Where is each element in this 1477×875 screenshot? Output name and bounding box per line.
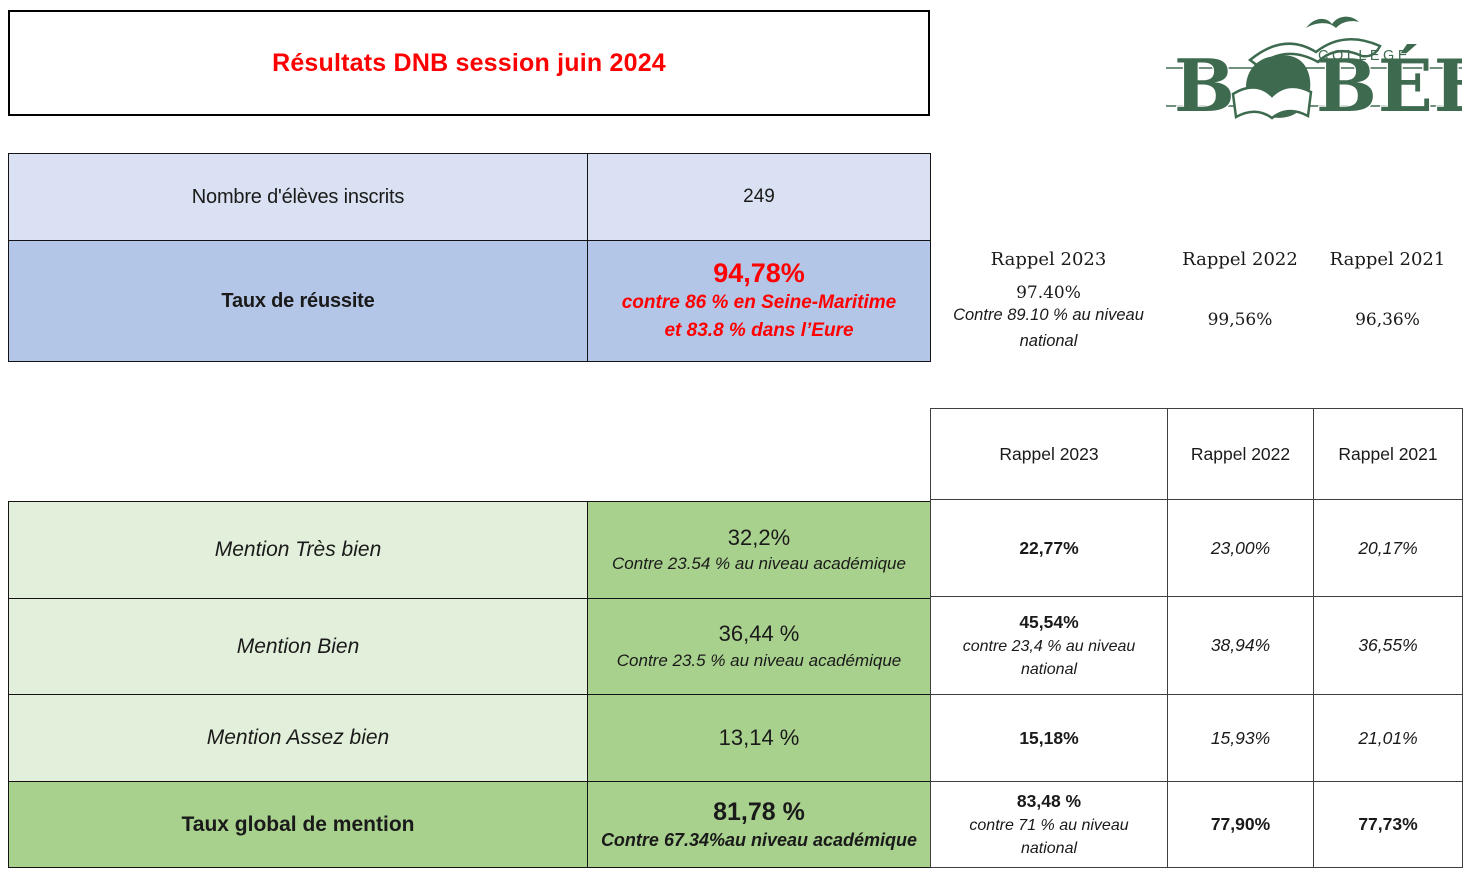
taux-global-recall-row: 83,48 % contre 71 % au niveau national 7… xyxy=(930,781,1463,868)
tres-bien-recall-row: 22,77% 23,00% 20,17% xyxy=(930,499,1463,597)
mention-assez-bien-value-cell: 13,14 % xyxy=(587,694,931,782)
bien-2023: 45,54% xyxy=(1019,612,1079,633)
taux-global-row: Taux global de mention 81,78 % Contre 67… xyxy=(8,781,931,868)
recall-table-header-2023: Rappel 2023 xyxy=(930,408,1168,500)
assez-bien-2021: 21,01% xyxy=(1313,694,1463,782)
enrolled-row: Nombre d'élèves inscrits 249 xyxy=(8,153,931,241)
bien-2022: 38,94% xyxy=(1167,596,1314,695)
mention-bien-row: Mention Bien 36,44 % Contre 23.5 % au ni… xyxy=(8,598,931,695)
assez-bien-2023: 15,18% xyxy=(930,694,1168,782)
recall-2023-note: Contre 89.10 % au niveau national xyxy=(953,306,1144,350)
taux-global-value: 81,78 % xyxy=(713,797,805,826)
logo-bird-icon xyxy=(1306,16,1359,28)
bien-2023-cell: 45,54% contre 23,4 % au niveau national xyxy=(930,596,1168,695)
mention-tres-bien-row: Mention Très bien 32,2% Contre 23.54 % a… xyxy=(8,501,931,599)
enrolled-value: 249 xyxy=(587,153,931,241)
taux-global-2023-note: contre 71 % au niveau national xyxy=(969,816,1129,857)
recall-table-header-2021: Rappel 2021 xyxy=(1313,408,1463,500)
taux-global-value-cell: 81,78 % Contre 67.34%au niveau académiqu… xyxy=(587,781,931,868)
taux-global-2023: 83,48 % xyxy=(1016,791,1082,812)
mentions-table: Mention Très bien 32,2% Contre 23.54 % a… xyxy=(8,501,931,868)
summary-table: Nombre d'élèves inscrits 249 Taux de réu… xyxy=(8,153,931,362)
recall-2022-value: 99,56% xyxy=(1207,310,1273,330)
enrolled-label: Nombre d'élèves inscrits xyxy=(8,153,588,241)
bien-2023-note: contre 23,4 % au niveau national xyxy=(962,637,1136,678)
recall-2023-value: 97.40% xyxy=(1016,283,1081,303)
mention-tres-bien-label: Mention Très bien xyxy=(8,501,588,599)
mention-assez-bien-label: Mention Assez bien xyxy=(8,694,588,782)
success-rate-value-cell: 94,78% contre 86 % en Seine-Maritime et … xyxy=(587,240,931,362)
recall-2021-header: Rappel 2021 xyxy=(1329,249,1446,270)
recall-table-header-row: Rappel 2023 Rappel 2022 Rappel 2021 xyxy=(930,408,1463,500)
success-rate-note-1: contre 86 % en Seine-Maritime xyxy=(621,291,897,313)
success-rate-note-2: et 83.8 % dans l’Eure xyxy=(664,319,854,341)
taux-global-note: Contre 67.34%au niveau académique xyxy=(600,829,918,850)
mentions-recall-table: Rappel 2023 Rappel 2022 Rappel 2021 22,7… xyxy=(930,408,1463,868)
mention-assez-bien-row: Mention Assez bien 13,14 % xyxy=(8,694,931,782)
logo-letter-b: B xyxy=(1174,43,1235,128)
logo-letters-bee: BÉE xyxy=(1316,43,1462,128)
recall-2022-header: Rappel 2022 xyxy=(1182,249,1298,270)
assez-bien-2022: 15,93% xyxy=(1167,694,1314,782)
tres-bien-2021: 20,17% xyxy=(1313,499,1463,597)
recall-2022-column: Rappel 2022 99,56% xyxy=(1167,249,1313,354)
success-recall-block: Rappel 2023 97.40% Contre 89.10 % au niv… xyxy=(930,249,1462,354)
mention-bien-note: Contre 23.5 % au niveau académique xyxy=(616,650,902,670)
mention-bien-label: Mention Bien xyxy=(8,598,588,695)
taux-global-2023-cell: 83,48 % contre 71 % au niveau national xyxy=(930,781,1168,868)
recall-2023-header: Rappel 2023 xyxy=(990,249,1107,270)
recall-table-header-2022: Rappel 2022 xyxy=(1167,408,1314,500)
mention-tres-bien-value: 32,2% xyxy=(727,524,791,550)
mention-bien-value: 36,44 % xyxy=(718,621,800,647)
mention-tres-bien-note: Contre 23.54 % au niveau académique xyxy=(612,554,906,574)
recall-2021-column: Rappel 2021 96,36% xyxy=(1313,249,1462,354)
bien-recall-row: 45,54% contre 23,4 % au niveau national … xyxy=(930,596,1463,695)
logo-college-text: COLLEGE xyxy=(1318,48,1411,64)
recall-2021-value: 96,36% xyxy=(1355,310,1420,330)
tres-bien-2022: 23,00% xyxy=(1167,499,1314,597)
mention-bien-value-cell: 36,44 % Contre 23.5 % au niveau académiq… xyxy=(587,598,931,695)
page-title: Résultats DNB session juin 2024 xyxy=(272,48,666,77)
success-rate-row: Taux de réussite 94,78% contre 86 % en S… xyxy=(8,240,931,362)
assez-bien-recall-row: 15,18% 15,93% 21,01% xyxy=(930,694,1463,782)
recall-2023-column: Rappel 2023 97.40% Contre 89.10 % au niv… xyxy=(930,249,1167,354)
taux-global-2021: 77,73% xyxy=(1313,781,1463,868)
success-rate-value: 94,78% xyxy=(713,257,805,288)
title-box: Résultats DNB session juin 2024 xyxy=(8,10,930,116)
tres-bien-2023: 22,77% xyxy=(930,499,1168,597)
success-rate-label: Taux de réussite xyxy=(8,240,588,362)
logo-wing-icon xyxy=(1247,38,1382,68)
taux-global-2022: 77,90% xyxy=(1167,781,1314,868)
logo-open-book-icon xyxy=(1231,85,1313,120)
taux-global-label: Taux global de mention xyxy=(8,781,588,868)
mention-assez-bien-value: 13,14 % xyxy=(718,724,800,750)
mention-tres-bien-value-cell: 32,2% Contre 23.54 % au niveau académiqu… xyxy=(587,501,931,599)
college-bobee-logo: B BÉE COLLEGE xyxy=(1166,16,1462,128)
bien-2021: 36,55% xyxy=(1313,596,1463,695)
